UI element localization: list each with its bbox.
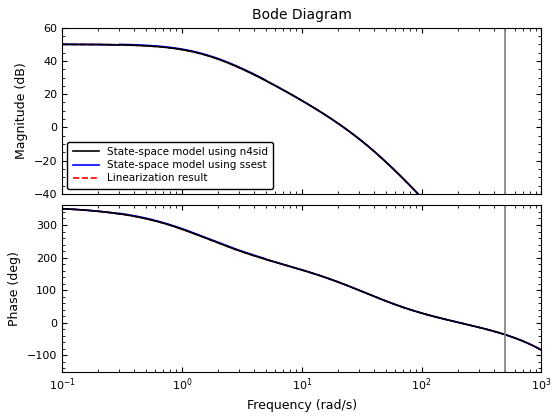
State-space model using ssest xyxy=(529,343,535,348)
Y-axis label: Phase (deg): Phase (deg) xyxy=(8,251,21,326)
State-space model using n4sid xyxy=(477,259,484,264)
State-space model using n4sid xyxy=(114,42,120,47)
Linearization result xyxy=(263,79,270,84)
Linearization result xyxy=(263,257,270,262)
State-space model using n4sid xyxy=(142,43,148,48)
Linearization result xyxy=(242,68,249,73)
Line: State-space model using n4sid: State-space model using n4sid xyxy=(62,209,542,350)
Linearization result xyxy=(529,316,535,321)
State-space model using n4sid xyxy=(263,79,270,84)
Line: State-space model using ssest: State-space model using ssest xyxy=(62,45,542,329)
State-space model using n4sid xyxy=(114,211,120,216)
X-axis label: Frequency (rad/s): Frequency (rad/s) xyxy=(247,399,357,412)
State-space model using n4sid xyxy=(529,316,535,321)
Linearization result xyxy=(477,259,484,264)
Linearization result xyxy=(538,348,545,353)
Linearization result xyxy=(59,42,66,47)
State-space model using n4sid xyxy=(59,42,66,47)
State-space model using ssest xyxy=(242,250,249,255)
State-space model using ssest xyxy=(477,259,484,264)
State-space model using ssest xyxy=(114,211,120,216)
State-space model using ssest xyxy=(538,326,545,331)
State-space model using n4sid xyxy=(538,348,545,353)
Linearization result xyxy=(142,216,148,221)
State-space model using ssest xyxy=(538,348,545,353)
State-space model using ssest xyxy=(114,42,120,47)
State-space model using ssest xyxy=(142,215,148,220)
State-space model using ssest xyxy=(59,42,66,47)
Linearization result xyxy=(538,326,545,331)
State-space model using n4sid xyxy=(242,251,249,256)
State-space model using ssest xyxy=(529,316,535,321)
Line: Linearization result: Linearization result xyxy=(62,45,542,329)
State-space model using ssest xyxy=(59,206,66,211)
Legend: State-space model using n4sid, State-space model using ssest, Linearization resu: State-space model using n4sid, State-spa… xyxy=(67,142,273,189)
Linearization result xyxy=(114,42,120,47)
State-space model using n4sid xyxy=(59,206,66,211)
State-space model using n4sid xyxy=(538,326,545,331)
Linearization result xyxy=(59,206,66,211)
State-space model using ssest xyxy=(142,43,148,48)
Linearization result xyxy=(142,43,148,48)
State-space model using n4sid xyxy=(477,325,484,330)
State-space model using ssest xyxy=(263,79,270,84)
State-space model using ssest xyxy=(263,257,270,262)
Linearization result xyxy=(529,343,535,348)
State-space model using ssest xyxy=(242,68,249,73)
Line: State-space model using ssest: State-space model using ssest xyxy=(62,209,542,350)
Y-axis label: Magnitude (dB): Magnitude (dB) xyxy=(15,63,28,159)
State-space model using n4sid xyxy=(242,68,249,73)
Line: Linearization result: Linearization result xyxy=(62,209,542,350)
State-space model using ssest xyxy=(477,325,484,330)
Line: State-space model using n4sid: State-space model using n4sid xyxy=(62,45,542,329)
State-space model using n4sid xyxy=(263,257,270,262)
Linearization result xyxy=(242,251,249,256)
State-space model using n4sid xyxy=(529,343,535,348)
State-space model using n4sid xyxy=(142,216,148,221)
Linearization result xyxy=(477,325,484,330)
Linearization result xyxy=(114,211,120,216)
Title: Bode Diagram: Bode Diagram xyxy=(252,8,352,22)
